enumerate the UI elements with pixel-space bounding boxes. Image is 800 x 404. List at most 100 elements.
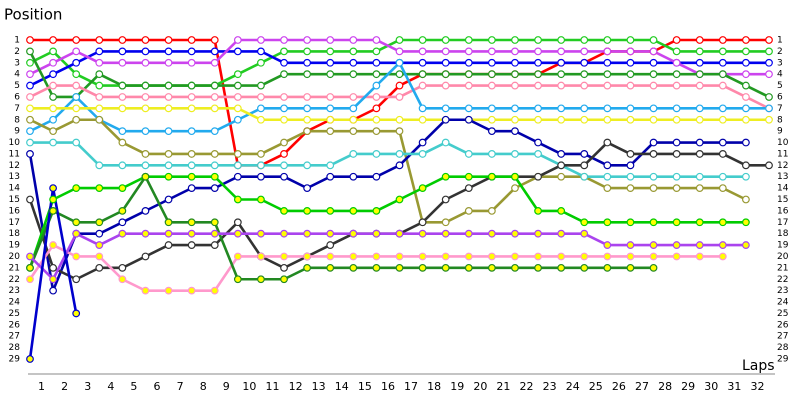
- position-marker: [233, 150, 242, 158]
- position-marker: [118, 184, 127, 193]
- y-tick-label-left: 7: [14, 104, 20, 114]
- x-tick-label: 22: [520, 380, 534, 393]
- position-marker: [649, 36, 658, 44]
- position-marker: [534, 150, 542, 158]
- position-marker: [580, 81, 589, 90]
- position-marker: [187, 150, 196, 158]
- position-marker: [557, 263, 566, 272]
- position-marker: [511, 184, 519, 193]
- position-marker: [280, 36, 288, 44]
- x-tick-label: 16: [381, 380, 395, 393]
- position-marker: [49, 81, 57, 90]
- position-marker: [649, 241, 658, 249]
- position-marker: [349, 150, 358, 158]
- position-marker: [487, 252, 496, 261]
- x-tick-label: 9: [223, 380, 230, 393]
- position-marker: [72, 115, 81, 124]
- position-marker: [603, 241, 612, 249]
- position-marker: [511, 70, 519, 79]
- y-tick-label-right: 20: [777, 252, 789, 262]
- position-marker: [441, 218, 450, 227]
- position-marker: [118, 263, 127, 272]
- position-marker: [349, 206, 358, 215]
- y-tick-label-right: 28: [777, 343, 789, 353]
- position-marker: [626, 184, 635, 193]
- position-marker: [187, 47, 196, 56]
- position-marker: [395, 36, 404, 44]
- position-marker: [534, 138, 542, 147]
- position-marker: [164, 58, 173, 67]
- y-tick-label-right: 5: [777, 81, 783, 91]
- position-marker: [280, 229, 288, 238]
- position-marker: [303, 93, 312, 101]
- y-tick-label-left: 17: [9, 218, 20, 228]
- position-marker: [534, 172, 542, 181]
- position-marker: [742, 218, 750, 227]
- y-tick-label-right: 3: [777, 58, 783, 68]
- position-marker: [187, 81, 196, 90]
- position-marker: [534, 70, 542, 79]
- position-marker: [210, 150, 219, 158]
- position-marker: [372, 47, 381, 56]
- position-marker: [464, 184, 473, 193]
- y-tick-label-right: 16: [777, 206, 789, 216]
- position-marker: [718, 138, 727, 147]
- position-marker: [326, 161, 335, 170]
- position-marker: [418, 36, 427, 44]
- position-marker: [326, 241, 335, 249]
- position-marker: [26, 150, 34, 158]
- position-marker: [326, 263, 335, 272]
- position-marker: [210, 93, 219, 101]
- position-marker: [233, 252, 242, 261]
- position-marker: [603, 263, 612, 272]
- position-marker: [141, 150, 150, 158]
- position-marker: [72, 58, 81, 67]
- position-marker: [72, 36, 81, 44]
- position-marker: [441, 229, 450, 238]
- position-marker: [626, 172, 635, 181]
- position-marker: [580, 104, 589, 113]
- y-tick-label-left: 10: [9, 138, 21, 148]
- position-marker: [441, 36, 450, 44]
- position-marker: [372, 58, 381, 67]
- position-marker: [603, 36, 612, 44]
- position-marker: [603, 58, 612, 67]
- position-marker: [49, 115, 57, 124]
- position-marker: [464, 104, 473, 113]
- position-marker: [326, 70, 335, 79]
- y-tick-label-right: 9: [777, 127, 783, 137]
- position-marker: [210, 47, 219, 56]
- position-marker: [603, 218, 612, 227]
- position-marker: [718, 218, 727, 227]
- position-marker: [26, 195, 34, 204]
- position-marker: [164, 195, 173, 204]
- position-marker: [210, 241, 219, 249]
- position-marker: [372, 263, 381, 272]
- y-tick-label-left: 1: [14, 36, 20, 46]
- position-marker: [303, 263, 312, 272]
- position-marker: [210, 161, 219, 170]
- y-tick-label-right: 27: [777, 332, 788, 342]
- position-marker: [718, 47, 727, 56]
- x-tick-label: 13: [312, 380, 326, 393]
- y-tick-label-left: 12: [9, 161, 20, 171]
- y-tick-label-left: 20: [9, 252, 21, 262]
- position-marker: [49, 127, 57, 136]
- position-marker: [26, 58, 34, 67]
- position-marker: [418, 104, 427, 113]
- position-marker: [441, 81, 450, 90]
- position-marker: [26, 355, 34, 363]
- position-marker: [626, 241, 635, 249]
- position-marker: [280, 150, 288, 158]
- position-marker: [626, 161, 635, 170]
- position-marker: [534, 229, 542, 238]
- position-marker: [95, 229, 104, 238]
- position-marker: [672, 115, 681, 124]
- position-marker: [233, 104, 242, 113]
- position-marker: [95, 93, 104, 101]
- position-marker: [280, 206, 288, 215]
- position-marker: [326, 58, 335, 67]
- position-marker: [303, 58, 312, 67]
- y-tick-label-left: 6: [14, 92, 20, 102]
- position-marker: [233, 218, 242, 227]
